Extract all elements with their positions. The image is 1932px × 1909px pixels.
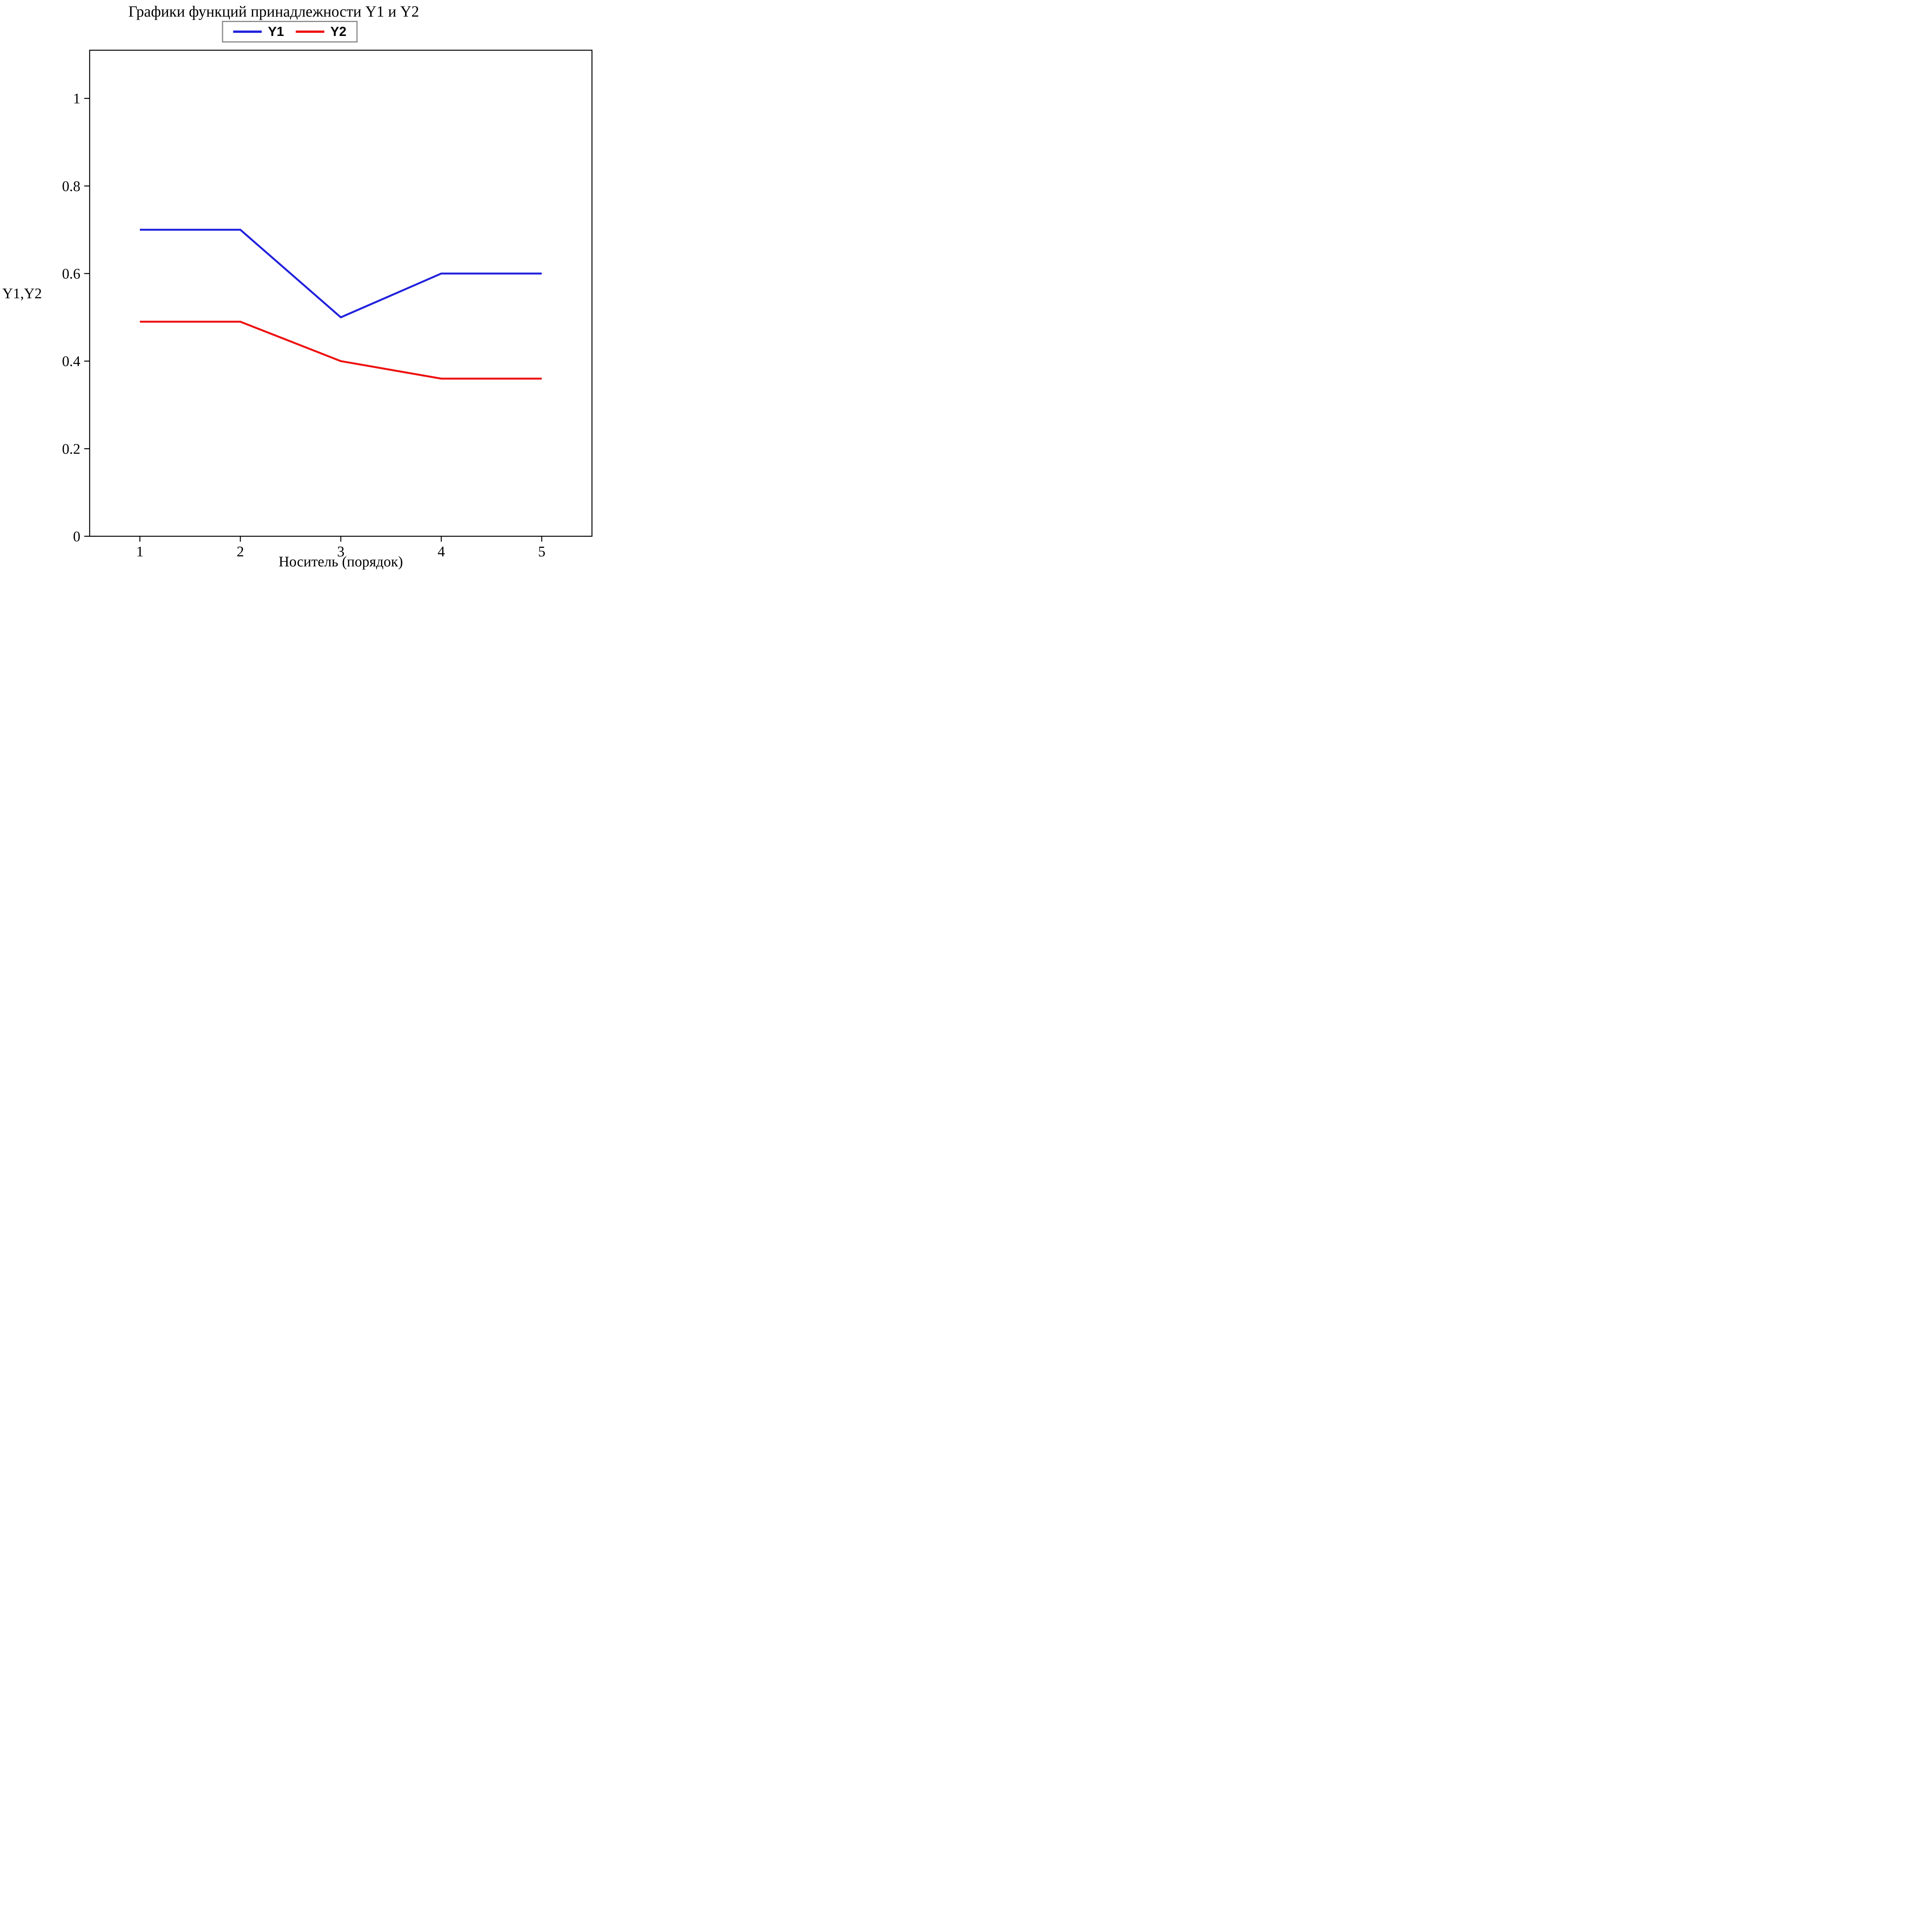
plot-area: 1 2 3 4 5 0 0.2 0.4 0.6 0.8 1 <box>62 49 593 560</box>
legend-label-y1: Y1 <box>268 24 284 39</box>
legend-line-y2-icon <box>295 31 324 33</box>
series-line-y1 <box>140 229 542 319</box>
x-tick-label: 3 <box>337 544 345 560</box>
legend-item-y1: Y1 <box>233 25 284 38</box>
y-tick-label: 1 <box>73 91 80 107</box>
legend: Y1 Y2 <box>222 21 358 42</box>
series-line-y2 <box>140 321 542 380</box>
x-tick-label: 2 <box>237 544 244 560</box>
x-tick-label: 5 <box>538 544 546 560</box>
y-tick-label: 0.2 <box>62 441 81 457</box>
plot-frame <box>89 49 593 537</box>
legend-line-y1-icon <box>233 31 262 33</box>
y-tick-label: 0 <box>73 529 80 545</box>
x-tick-label: 1 <box>136 544 144 560</box>
legend-item-y2: Y2 <box>295 24 347 39</box>
legend-label-y2: Y2 <box>330 24 347 39</box>
chart-title: Графики функций принадлежности Y1 и Y2 <box>128 3 419 20</box>
y-tick-label: 0.4 <box>62 354 81 370</box>
y-axis-label: Y1,Y2 <box>2 286 42 302</box>
x-axis-label: Носитель (порядок) <box>279 554 403 570</box>
y-tick-label: 0.6 <box>62 266 81 282</box>
figure: Графики функций принадлежности Y1 и Y2 Y… <box>0 0 595 573</box>
y-tick-label: 0.8 <box>62 178 81 194</box>
x-tick-label: 4 <box>438 544 445 560</box>
